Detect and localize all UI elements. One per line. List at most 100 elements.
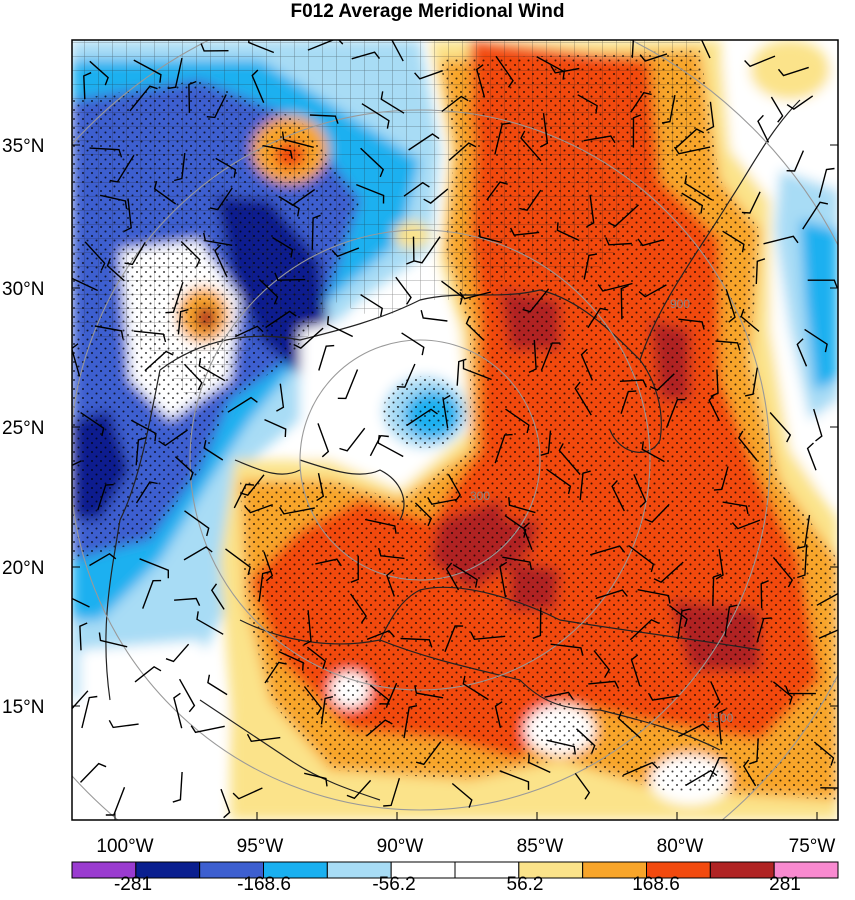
wind-barb [98, 632, 128, 648]
wind-barb [133, 330, 167, 343]
wind-barb [678, 723, 710, 738]
wind-barb [173, 692, 183, 729]
wind-barb [499, 561, 508, 598]
range-ring-label-900: 900 [670, 297, 690, 311]
wind-barb [638, 284, 667, 298]
wind-barb [351, 51, 381, 60]
wind-barb [620, 284, 629, 320]
wind-barb [622, 761, 659, 776]
wind-barb [304, 772, 328, 787]
wind-barb [628, 544, 655, 573]
wind-barb [725, 288, 736, 323]
wind-barb [350, 593, 367, 624]
wind-barb [400, 637, 433, 648]
wind-barb [579, 470, 591, 501]
wind-barb [378, 547, 405, 560]
colorbar [71, 861, 839, 879]
axis-ticks [72, 144, 838, 820]
lat-label-15n: 15°N [2, 697, 44, 718]
wind-barb [556, 222, 580, 242]
colorbar-label-neg281: -281 [114, 874, 152, 895]
wind-barb [124, 242, 146, 266]
wind-barb [233, 483, 255, 509]
wind-barb [744, 55, 776, 68]
wind-barb [414, 685, 444, 699]
wind-barb [408, 133, 440, 151]
wind-barb [577, 94, 598, 114]
wind-barb [188, 80, 197, 113]
wind-barb [258, 570, 271, 602]
wind-barb [81, 695, 98, 729]
wind-barb [470, 631, 506, 641]
wind-barb [174, 456, 194, 481]
range-ring-label-300: 300 [470, 489, 490, 503]
wind-barb [360, 147, 385, 178]
wind-barb [316, 473, 325, 502]
wind-barb [710, 681, 721, 709]
wind-barb [722, 501, 749, 515]
wind-barb [293, 327, 324, 349]
wind-barb [406, 236, 415, 265]
wind-barb [174, 597, 201, 606]
wind-barb [198, 357, 226, 382]
wind-barb [183, 363, 203, 391]
colorbar-swatch [773, 861, 839, 879]
wind-barb [444, 625, 464, 652]
wind-barb [617, 710, 642, 739]
wind-barb [540, 342, 561, 371]
wind-barb [369, 434, 389, 457]
wind-barb [364, 518, 397, 534]
wind-barb [755, 258, 766, 285]
wind-barb [653, 561, 684, 584]
wind-barb [135, 437, 147, 466]
wind-barb [225, 548, 252, 576]
wind-barb [239, 474, 265, 497]
wind-barb [637, 238, 665, 247]
wind-barb [620, 390, 637, 414]
wind-barb [813, 408, 823, 442]
wind-barb [806, 442, 817, 471]
wind-barb [816, 592, 838, 606]
wind-barb [494, 122, 511, 155]
wind-barb [303, 686, 323, 716]
wind-barb [742, 759, 757, 787]
wind-barb [403, 181, 430, 197]
wind-barb [89, 60, 109, 86]
wind-barb [576, 728, 596, 754]
wind-barb [423, 188, 449, 204]
wind-barb [550, 643, 584, 656]
wind-barb [307, 40, 344, 51]
wind-barb [756, 617, 772, 643]
wind-barb [395, 276, 412, 305]
wind-barb [281, 131, 314, 148]
wind-barb [227, 396, 258, 413]
lon-label-80w: 80°W [657, 836, 704, 857]
wind-barb [262, 145, 293, 159]
wind-barb [685, 769, 718, 787]
wind-barb [668, 605, 688, 628]
wind-barb [207, 674, 228, 696]
wind-barb [215, 157, 237, 178]
wind-barb [396, 363, 416, 388]
wind-barb [184, 510, 210, 537]
wind-barb [509, 227, 540, 236]
wind-barb [528, 339, 537, 374]
county-boundaries [72, 40, 700, 400]
wind-barb [452, 564, 478, 588]
lon-label-90w: 90°W [377, 836, 424, 857]
wind-barb [630, 91, 652, 113]
wind-barbs [72, 40, 838, 819]
wind-barb [797, 544, 808, 579]
wind-barb [278, 195, 300, 217]
wind-barb [820, 787, 838, 789]
wind-barb [84, 241, 106, 271]
wind-barb [502, 556, 533, 571]
wind-barb [79, 762, 107, 783]
colorbar-label-pos56: 56.2 [507, 874, 544, 895]
wind-barb [350, 555, 359, 583]
wind-barb [786, 150, 805, 172]
wind-barb [597, 282, 633, 292]
wind-barb [674, 128, 705, 150]
